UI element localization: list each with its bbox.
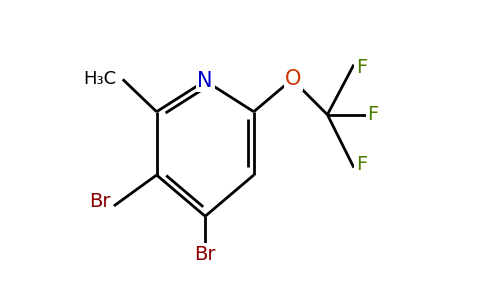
Text: F: F — [367, 105, 378, 124]
Text: Br: Br — [90, 192, 111, 211]
Text: F: F — [356, 58, 367, 77]
Text: N: N — [197, 71, 213, 91]
Text: F: F — [356, 155, 367, 174]
Text: H₃C: H₃C — [84, 70, 117, 88]
Text: O: O — [286, 69, 302, 89]
Text: Br: Br — [195, 245, 216, 264]
